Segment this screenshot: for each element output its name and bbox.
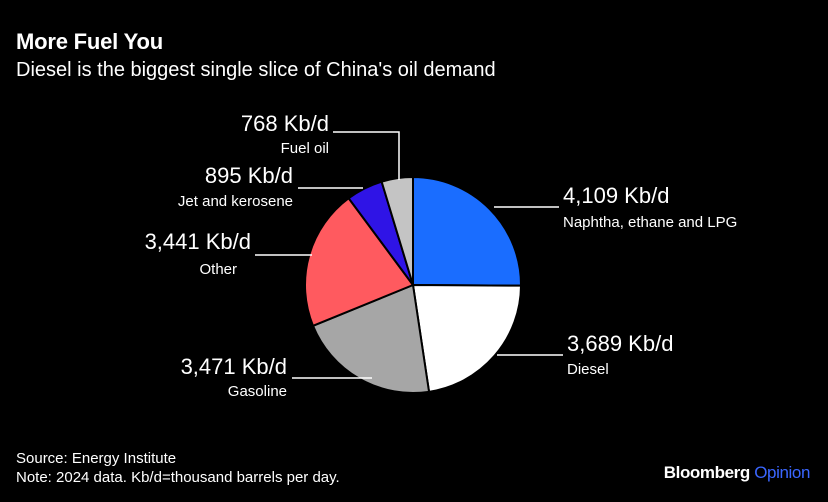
brand-suffix: Opinion — [754, 463, 810, 482]
value-label-gasoline: 3,471 Kb/d — [181, 354, 287, 379]
value-label-naphtha-ethane-and-lpg: 4,109 Kb/d — [563, 183, 669, 208]
data-note: Note: 2024 data. Kb/d=thousand barrels p… — [16, 469, 340, 486]
pie-slice-gasoline — [311, 283, 431, 394]
pie-slice-naphtha-ethane-and-lpg — [412, 175, 522, 287]
leader-line-fuel-oil — [333, 131, 400, 180]
chart-subtitle: Diesel is the biggest single slice of Ch… — [16, 59, 496, 81]
chart-footer: Source: Energy Institute Note: 2024 data… — [16, 449, 340, 487]
source-note: Source: Energy Institute — [16, 450, 177, 467]
category-label-jet-and-kerosene: Jet and kerosene — [178, 193, 293, 210]
pie-slice-fuel-oil — [380, 175, 414, 286]
category-label-fuel-oil: Fuel oil — [281, 140, 329, 157]
value-label-diesel: 3,689 Kb/d — [567, 331, 673, 356]
category-label-gasoline: Gasoline — [228, 383, 287, 400]
brand-name: Bloomberg — [663, 463, 751, 482]
pie-slice-other — [304, 196, 415, 328]
brand-logo: Bloomberg Opinion — [663, 463, 811, 483]
chart-title: More Fuel You — [16, 29, 163, 54]
category-label-other: Other — [199, 261, 237, 278]
category-label-naphtha-ethane-and-lpg: Naphtha, ethane and LPG — [563, 214, 737, 231]
value-label-fuel-oil: 768 Kb/d — [241, 111, 329, 136]
value-label-jet-and-kerosene: 895 Kb/d — [205, 163, 293, 188]
category-label-diesel: Diesel — [567, 361, 609, 378]
pie-slice-diesel — [411, 283, 523, 393]
value-label-other: 3,441 Kb/d — [145, 229, 251, 254]
